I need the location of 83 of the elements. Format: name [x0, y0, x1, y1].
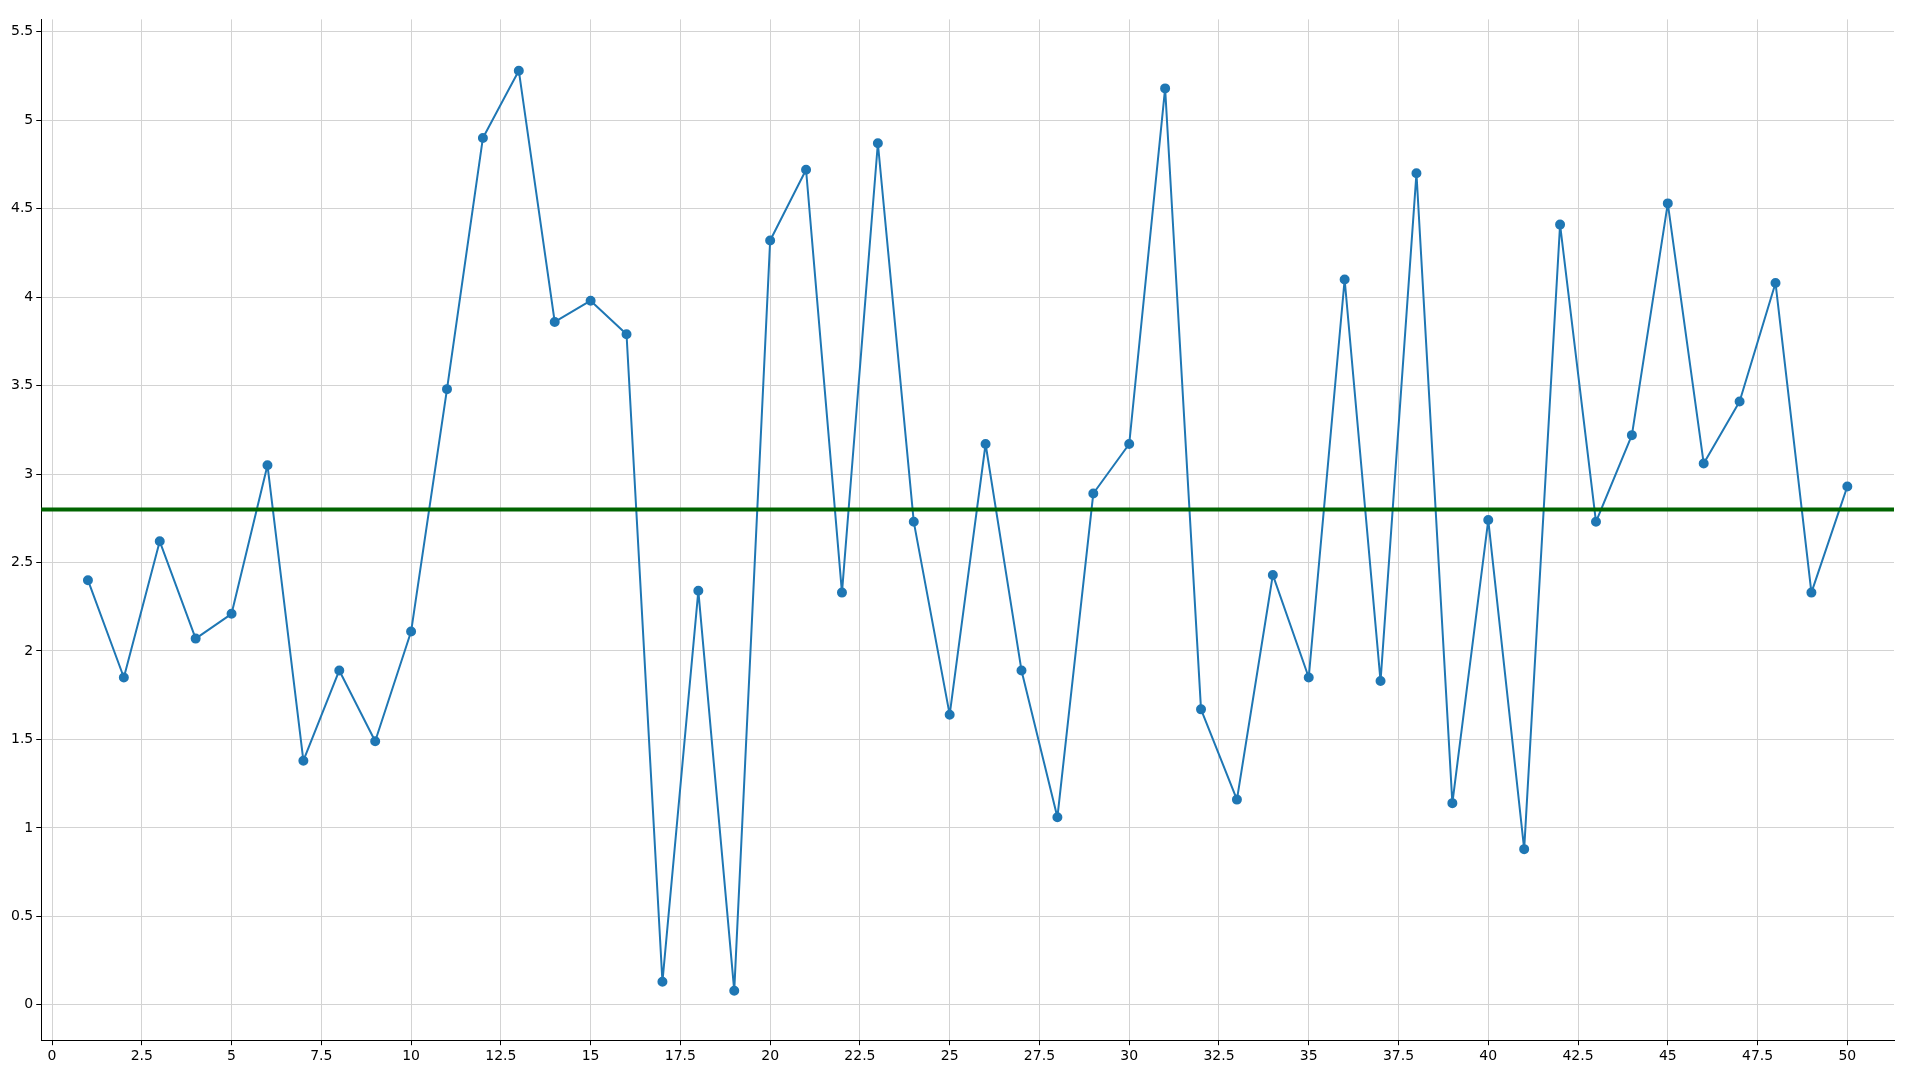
point: [1483, 515, 1494, 526]
point: [1375, 676, 1386, 687]
point: [1806, 587, 1817, 598]
point: [693, 585, 704, 596]
point: [1339, 274, 1350, 285]
point: [154, 536, 165, 547]
point: [944, 709, 955, 720]
point: [836, 587, 847, 598]
x-tick-label: 32.5: [1203, 1047, 1235, 1064]
x-tick-label: 20: [761, 1047, 780, 1064]
point: [1662, 198, 1673, 209]
x-tick-label: 0: [47, 1047, 57, 1064]
point: [1734, 396, 1745, 407]
x-tick-label: 25: [940, 1047, 959, 1064]
point: [729, 985, 740, 996]
x-tick-label: 22.5: [844, 1047, 876, 1064]
y-tick-label: 1: [24, 818, 34, 835]
point: [1124, 439, 1135, 449]
point: [1267, 569, 1278, 580]
point: [1052, 812, 1063, 823]
x-tick-label: 50: [1838, 1047, 1857, 1064]
x-tick-label: 35: [1299, 1047, 1318, 1064]
point: [226, 608, 237, 619]
point: [1519, 844, 1530, 855]
point: [657, 976, 668, 987]
point: [118, 672, 129, 683]
point: [765, 235, 776, 246]
x-tick-label: 15: [581, 1047, 600, 1064]
point: [477, 132, 488, 143]
point: [406, 626, 417, 637]
point: [262, 460, 273, 471]
x-tick-label: 5: [227, 1047, 237, 1064]
y-tick-label: 4: [24, 287, 34, 304]
x-tick-label: 7.5: [310, 1047, 333, 1064]
y-tick-label: 5.5: [11, 22, 34, 39]
point: [1447, 798, 1458, 809]
point: [1160, 83, 1171, 94]
point: [1842, 481, 1853, 492]
x-tick-label: 47.5: [1741, 1047, 1774, 1064]
point: [908, 516, 919, 527]
point: [370, 736, 381, 747]
x-tick-label: 30: [1120, 1047, 1139, 1064]
point: [872, 138, 883, 149]
point: [442, 384, 452, 395]
y-tick-label: 5: [24, 110, 34, 127]
point: [1088, 488, 1099, 499]
y-tick-label: 4.5: [11, 199, 34, 216]
point: [980, 439, 991, 449]
x-tick-label: 12.5: [485, 1047, 517, 1064]
point: [334, 665, 345, 676]
x-tick-label: 17.5: [664, 1047, 696, 1064]
y-tick-label: 2: [24, 641, 34, 658]
point: [513, 65, 524, 76]
y-tick-label: 2.5: [11, 553, 34, 570]
x-tick-label: 2.5: [130, 1047, 153, 1064]
x-tick-label: 10: [402, 1047, 421, 1064]
point: [801, 164, 812, 175]
y-tick-label: 3: [24, 464, 34, 481]
x-tick-label: 40: [1479, 1047, 1498, 1064]
point: [1303, 672, 1314, 683]
point: [190, 633, 201, 644]
point: [1590, 516, 1601, 527]
x-tick-label: 45: [1658, 1047, 1677, 1064]
point: [1770, 278, 1781, 288]
y-tick-label: 0.5: [11, 907, 34, 923]
x-tick-label: 27.5: [1023, 1047, 1056, 1064]
point: [1411, 168, 1422, 179]
point: [549, 316, 560, 327]
y-tick-label: 1.5: [11, 730, 34, 747]
point: [298, 755, 309, 766]
point: [1626, 430, 1637, 441]
point: [1231, 794, 1242, 805]
point: [1016, 665, 1027, 676]
point: [621, 329, 632, 340]
point: [1698, 458, 1709, 469]
x-tick-label: 37.5: [1382, 1047, 1415, 1064]
point: [1196, 704, 1207, 715]
y-tick-label: 0: [24, 995, 34, 1012]
point: [82, 575, 93, 586]
point: [585, 295, 596, 306]
x-tick-label: 42.5: [1562, 1047, 1594, 1064]
y-tick-label: 3.5: [11, 376, 34, 393]
point: [1555, 219, 1566, 230]
